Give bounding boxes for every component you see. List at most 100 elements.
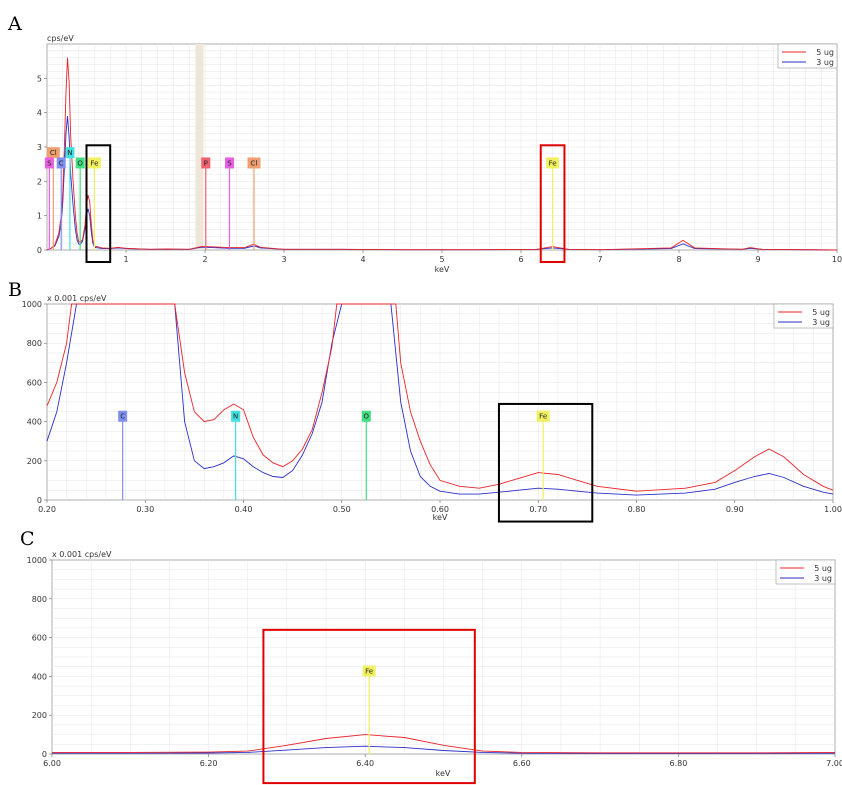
panel-b-x-tick-label: 0.20: [38, 505, 56, 514]
panel-a-marker-tag-cl: [46, 147, 60, 159]
panel-c-y-tick-label: 1000: [27, 556, 47, 565]
panel-b-x-axis-label: keV: [433, 513, 448, 522]
panel-b-x-tick-label: 0.70: [529, 505, 547, 514]
panel-b-legend-label-3ug: 3 ug: [812, 318, 830, 327]
panel-c-y-tick-label: 0: [42, 750, 47, 759]
panel-b-x-tick-label: 0.60: [431, 505, 449, 514]
panel-a-y-ticks: 0 1 2 3 4 5: [37, 74, 47, 255]
panel-b-legend: 5 ug 3 ug: [773, 303, 834, 329]
panel-a-shaded-band: [195, 44, 204, 250]
panel-a-x-tick-label: 10: [832, 255, 842, 264]
panel-a-series-line-5ug: [46, 57, 838, 251]
panel-a-marker-label-o: O: [77, 159, 83, 167]
panel-b-x-tick-label: 0.40: [235, 505, 253, 514]
panel-a-unit-label: cps/eV: [47, 34, 74, 43]
panel-a-x-tick-label: 6: [518, 255, 523, 264]
panel-c-marker-tag-fe: [362, 665, 376, 677]
panel-b-marker-label-c: C: [120, 413, 125, 421]
panel-a-marker-tag-fe: [87, 157, 101, 169]
panel-a-x-tick-label: 7: [597, 255, 602, 264]
panel-b-series: [46, 303, 834, 496]
panel-a-x-tick-label: 5: [439, 255, 444, 264]
panel-a-series: [46, 57, 838, 251]
panel-c-grid: [52, 560, 835, 754]
panel-c-x-tick-label: 6.60: [513, 759, 531, 768]
panel-c-y-tick-label: 400: [32, 672, 47, 681]
panel-b-y-tick-label: 400: [27, 418, 42, 427]
panel-c-highlight-box: [262, 628, 476, 785]
panel-c-x-tick-label: 6.20: [200, 759, 218, 768]
panel-b-x-tick-label: 0.50: [333, 505, 351, 514]
panel-a-y-tick-label: 4: [37, 109, 42, 118]
panel-c-x-axis-label: keV: [436, 769, 451, 778]
panel-a-marker-label-c: C: [59, 159, 64, 167]
panel-a-marker-tag-s: [224, 157, 234, 169]
panel-b-highlight-boxes: [497, 402, 594, 523]
panel-b-highlight-box: [497, 402, 594, 523]
panel-a-marker-label-s: S: [47, 159, 52, 167]
panel-a-y-tick-label: 3: [37, 143, 42, 152]
panel-b-x-tick-label: 0.80: [628, 505, 646, 514]
panel-c-x-tick-label: 6.40: [356, 759, 374, 768]
panel-c-y-tick-label: 200: [32, 711, 47, 720]
panel-b-marker-tag-n: [231, 410, 241, 422]
panel-c-y-tick-label: 800: [32, 595, 47, 604]
panel-b-marker-label-n: N: [233, 413, 238, 421]
panel-c-element-markers: Fe: [362, 665, 376, 754]
panel-a-marker-tag-o: [75, 157, 85, 169]
panel-c-x-tick-label: 6.00: [43, 759, 61, 768]
panel-a-x-tick-label: 4: [360, 255, 365, 264]
panel-b-y-ticks: 0 200 400 600 800 1000: [22, 300, 47, 505]
panel-a-x-ticks: 1 2 3 4 5 6 7 8 9 10: [123, 250, 842, 264]
panel-c-y-tick-label: 600: [32, 634, 47, 643]
panel-a-marker-tag-fe: [546, 157, 560, 169]
panel-c-legend-label-5ug: 5 ug: [814, 564, 832, 573]
panel-c-x-tick-label: 6.80: [669, 759, 687, 768]
panel-b-letter: B: [8, 279, 22, 301]
panel-a-y-tick-label: 5: [37, 74, 42, 83]
panel-c-series-line-5ug: [52, 734, 836, 754]
panel-c-series: [52, 734, 836, 754]
panel-c-highlight-boxes: [262, 628, 476, 785]
panel-c-legend: 5 ug 3 ug: [775, 559, 836, 585]
panel-a-y-tick-label: 2: [37, 177, 42, 186]
panel-a-x-axis-label: keV: [435, 265, 450, 274]
panel-a-marker-label-cl: Cl: [50, 149, 57, 157]
panel-c: C Fe 0 200 400 600 800 1000 6.00 6.20 6.40 6.60 6…: [20, 528, 842, 785]
panel-a-grid: [47, 44, 837, 250]
panel-a-marker-label-cl: Cl: [251, 159, 258, 167]
panel-b-element-markers: C N O Fe: [118, 410, 550, 500]
panel-b-series-line-5ug: [46, 303, 834, 492]
panel-a-marker-label-s: S: [227, 159, 232, 167]
panel-a-legend: 5 ug 3 ug: [777, 43, 838, 69]
panel-a-marker-label-n: N: [67, 149, 72, 157]
panel-a-element-markers: ClS CNO Fe P S Cl Fe: [44, 147, 560, 250]
panel-b-legend-label-5ug: 5 ug: [812, 308, 830, 317]
panel-b-marker-tag-o: [361, 410, 371, 422]
panel-a-legend-label-5ug: 5 ug: [816, 48, 834, 57]
panel-b-x-ticks: 0.20 0.30 0.40 0.50 0.60 0.70 0.80 0.90 1.00: [38, 500, 842, 514]
panel-b-marker-tag-fe: [536, 410, 550, 422]
panel-a-letter: A: [7, 13, 22, 35]
panel-b-y-tick-label: 200: [27, 457, 42, 466]
panel-a-highlight-box: [85, 144, 112, 264]
panel-b-marker-label-o: O: [364, 413, 370, 421]
panel-b-x-tick-label: 0.30: [136, 505, 154, 514]
panel-b-y-tick-label: 0: [37, 496, 42, 505]
panel-b-y-tick-label: 1000: [22, 300, 42, 309]
panel-a-x-tick-label: 1: [123, 255, 128, 264]
panel-a-legend-label-3ug: 3 ug: [816, 58, 834, 67]
panel-c-x-ticks: 6.00 6.20 6.40 6.60 6.80 7.00: [43, 754, 842, 768]
panel-c-marker-label-fe: Fe: [365, 668, 373, 676]
panel-a-marker-label-fe: Fe: [549, 159, 557, 167]
panel-c-letter: C: [20, 528, 35, 550]
panel-a-x-tick-label: 9: [755, 255, 760, 264]
panel-a-marker-tag-p: [201, 157, 211, 169]
panel-a-marker-tag-n: [65, 147, 75, 159]
panel-a-y-tick-label: 0: [37, 246, 42, 255]
panel-b-unit-label: x 0.001 cps/eV: [47, 294, 107, 303]
panel-a-x-tick-label: 8: [676, 255, 681, 264]
